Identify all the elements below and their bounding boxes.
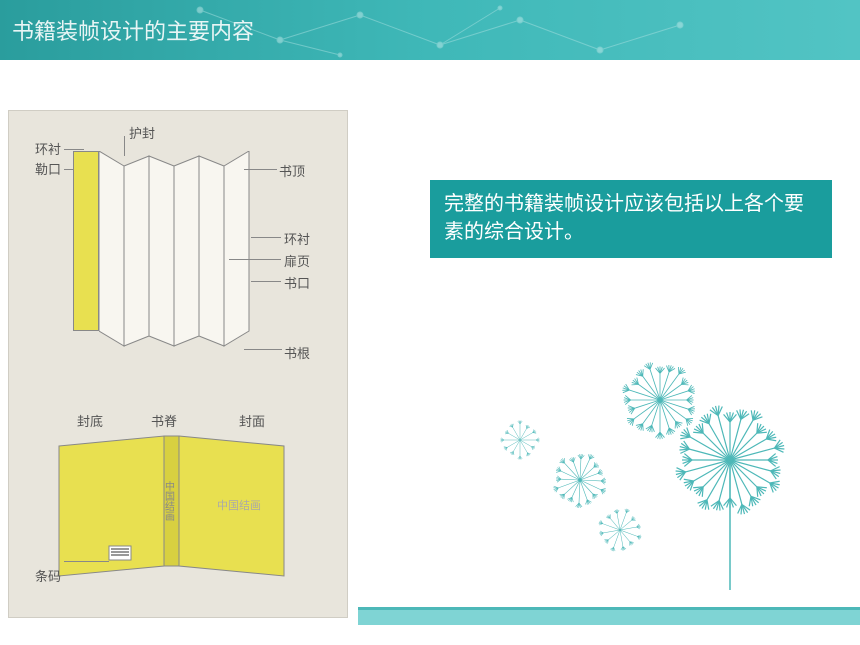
description-box: 完整的书籍装帧设计应该包括以上各个要素的综合设计。	[430, 180, 832, 258]
label-hufeng: 护封	[129, 123, 155, 142]
diagram-bottom-view: 封底 书脊 封面 中国结画 中国结画 条码	[29, 411, 329, 601]
label-fengdi: 封底	[77, 411, 103, 430]
label-shugen: 书根	[284, 343, 310, 362]
svg-text:中国结画: 中国结画	[163, 480, 175, 522]
label-huanchen-right: 环衬	[284, 229, 310, 248]
label-lekou: 勒口	[35, 159, 61, 178]
label-tiaoma: 条码	[35, 566, 61, 585]
book-pages-fan	[99, 151, 269, 351]
bottom-accent-band	[358, 607, 860, 625]
page-title: 书籍装帧设计的主要内容	[12, 14, 254, 46]
label-huanchen-left: 环衬	[35, 139, 61, 158]
description-text: 完整的书籍装帧设计应该包括以上各个要素的综合设计。	[444, 190, 818, 246]
book-diagram: 护封 环衬 勒口 书顶 环衬 扉页 书口 书根 封底 书脊 封面 中国结画 中国…	[8, 110, 348, 618]
label-fengmian: 封面	[239, 411, 265, 430]
label-shukou: 书口	[284, 273, 310, 292]
label-shuji: 书脊	[151, 411, 177, 430]
diagram-top-view: 护封 环衬 勒口 书顶 环衬 扉页 书口 书根	[29, 121, 329, 391]
svg-text:中国结画: 中国结画	[217, 499, 261, 512]
header-band: 书籍装帧设计的主要内容	[0, 0, 860, 60]
book-spine-left	[73, 151, 99, 331]
book-cover-view: 中国结画 中国结画	[49, 431, 309, 591]
dandelion-decoration	[480, 330, 860, 610]
label-feiye: 扉页	[284, 251, 310, 270]
label-shuding: 书顶	[279, 161, 305, 180]
